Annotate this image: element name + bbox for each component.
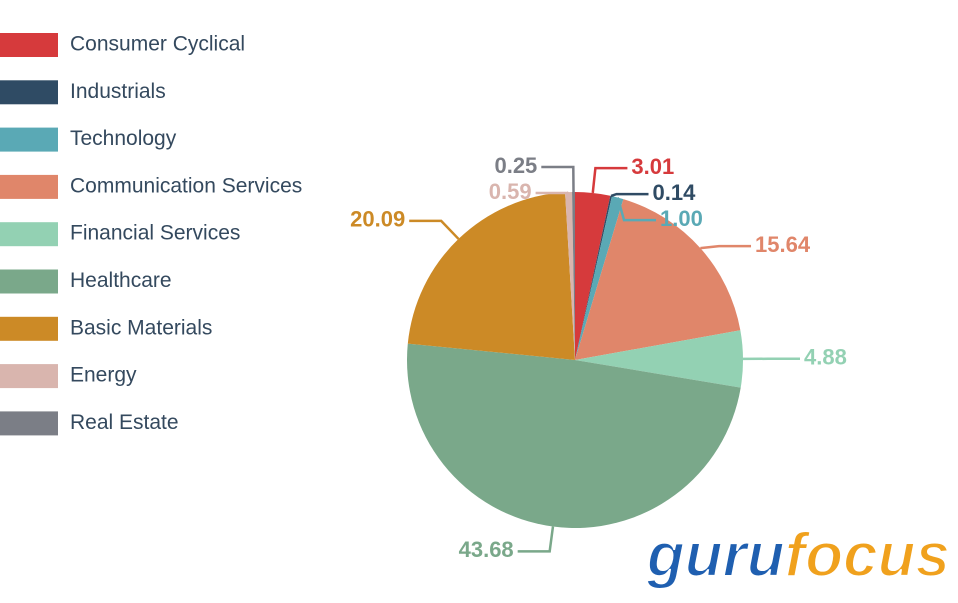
data-label: 1.00: [660, 206, 703, 231]
legend-swatch: [0, 80, 58, 105]
legend-label: Energy: [70, 364, 137, 387]
leader-line: [591, 166, 628, 194]
pie-slice: [565, 192, 575, 360]
leader-line: [535, 191, 570, 195]
data-label: 0.59: [489, 179, 532, 204]
data-label: 4.88: [804, 345, 847, 370]
leader-line: [610, 192, 649, 198]
pie-slice: [407, 192, 575, 360]
legend-swatch: [0, 174, 58, 199]
pie-slice: [575, 195, 612, 360]
leader-line: [517, 526, 555, 553]
legend-swatch: [0, 316, 58, 341]
legend-swatch: [0, 33, 58, 57]
legend-swatch: [0, 411, 58, 436]
data-labels: 3.010.141.00 15.64 4.88 43.68 20.09 0.590.25: [350, 153, 847, 562]
pie-slice: [575, 196, 624, 360]
legend-label: Basic Materials: [70, 316, 212, 339]
pie: [406, 192, 743, 529]
logo-part: focus: [785, 521, 950, 590]
leader-line: [700, 244, 752, 250]
pie-slice: [575, 192, 611, 360]
logo-part: guru: [646, 521, 785, 590]
legend-swatch: [0, 364, 58, 389]
legend-label: Communication Services: [70, 174, 302, 197]
pie-slice: [572, 192, 575, 360]
leader-line: [409, 219, 460, 240]
data-label: 15.64: [755, 232, 811, 257]
data-label: 43.68: [459, 537, 514, 562]
data-label: 0.25: [494, 153, 537, 178]
legend-label: Technology: [70, 127, 177, 150]
pie-slice: [406, 343, 741, 529]
legend: Consumer Cyclical Industrials Technology Co…: [0, 33, 302, 436]
pie-slice: [575, 330, 743, 388]
legend-swatch: [0, 269, 58, 294]
leader-line: [541, 165, 575, 193]
data-label: 3.01: [631, 154, 674, 179]
data-label: 0.14: [653, 180, 697, 205]
legend-label: Industrials: [70, 80, 166, 103]
data-label: 20.09: [350, 207, 405, 232]
logo: gurufocus: [646, 521, 950, 590]
legend-swatch: [0, 127, 58, 152]
legend-label: Real Estate: [70, 411, 179, 434]
pie-slice: [575, 199, 741, 360]
legend-label: Healthcare: [70, 269, 172, 292]
legend-label: Financial Services: [70, 222, 240, 245]
leader-line: [616, 197, 657, 222]
legend-swatch: [0, 222, 58, 247]
legend-label: Consumer Cyclical: [70, 33, 245, 56]
